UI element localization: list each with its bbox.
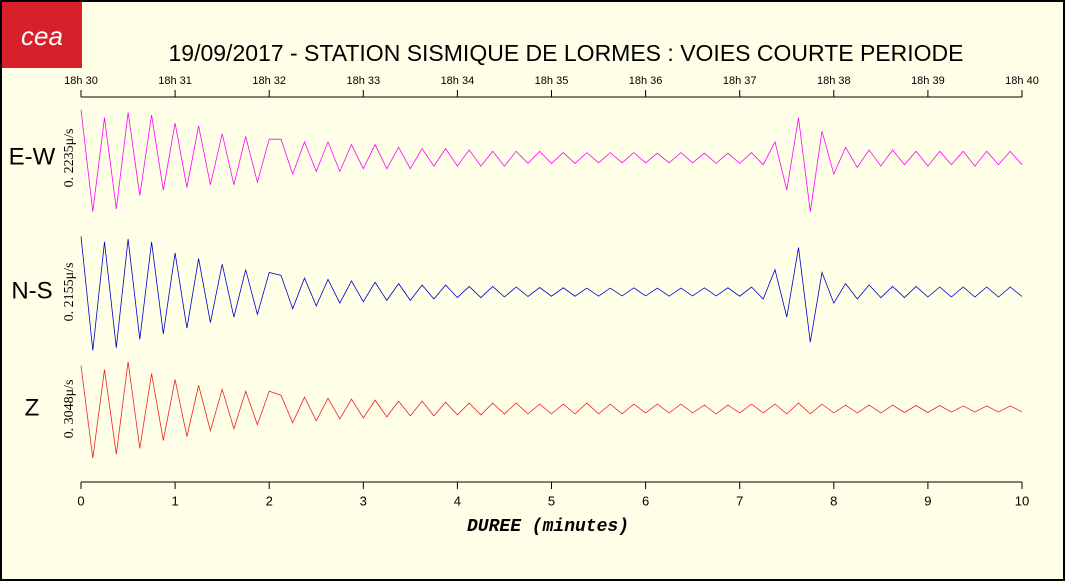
scale-label: 0. 2155μ/s	[62, 263, 77, 322]
top-tick-label: 18h 38	[817, 75, 851, 87]
x-tick-label: 7	[736, 493, 743, 508]
x-tick-label: 9	[924, 493, 931, 508]
trace	[80, 361, 1023, 459]
trace	[80, 109, 1023, 212]
x-axis-label: DUREE (minutes)	[467, 517, 629, 537]
logo-box	[2, 2, 82, 68]
channel-label: N-S	[11, 277, 52, 304]
chart-title: 19/09/2017 - STATION SISMIQUE DE LORMES …	[169, 40, 964, 66]
top-tick-label: 18h 35	[535, 75, 569, 87]
x-tick-label: 0	[77, 493, 84, 508]
top-tick-label: 18h 31	[158, 75, 192, 87]
x-tick-label: 6	[642, 493, 649, 508]
channel-label: E-W	[9, 143, 56, 170]
x-tick-label: 8	[830, 493, 837, 508]
x-tick-label: 1	[171, 493, 178, 508]
top-tick-label: 18h 30	[64, 75, 98, 87]
x-tick-label: 10	[1015, 493, 1029, 508]
trace	[80, 236, 1023, 351]
scale-label: 0. 2235μ/s	[62, 129, 77, 188]
top-tick-label: 18h 37	[723, 75, 757, 87]
top-tick-label: 18h 36	[629, 75, 663, 87]
x-tick-label: 2	[266, 493, 273, 508]
top-tick-label: 18h 39	[911, 75, 945, 87]
x-tick-label: 5	[548, 493, 555, 508]
scale-label: 0. 3048μ/s	[62, 380, 77, 439]
x-tick-label: 4	[454, 493, 461, 508]
channel-label: Z	[25, 394, 40, 421]
top-tick-label: 18h 32	[252, 75, 286, 87]
top-tick-label: 18h 33	[346, 75, 380, 87]
x-tick-label: 3	[360, 493, 367, 508]
top-tick-label: 18h 40	[1005, 75, 1039, 87]
top-tick-label: 18h 34	[441, 75, 475, 87]
logo: cea	[21, 21, 63, 51]
